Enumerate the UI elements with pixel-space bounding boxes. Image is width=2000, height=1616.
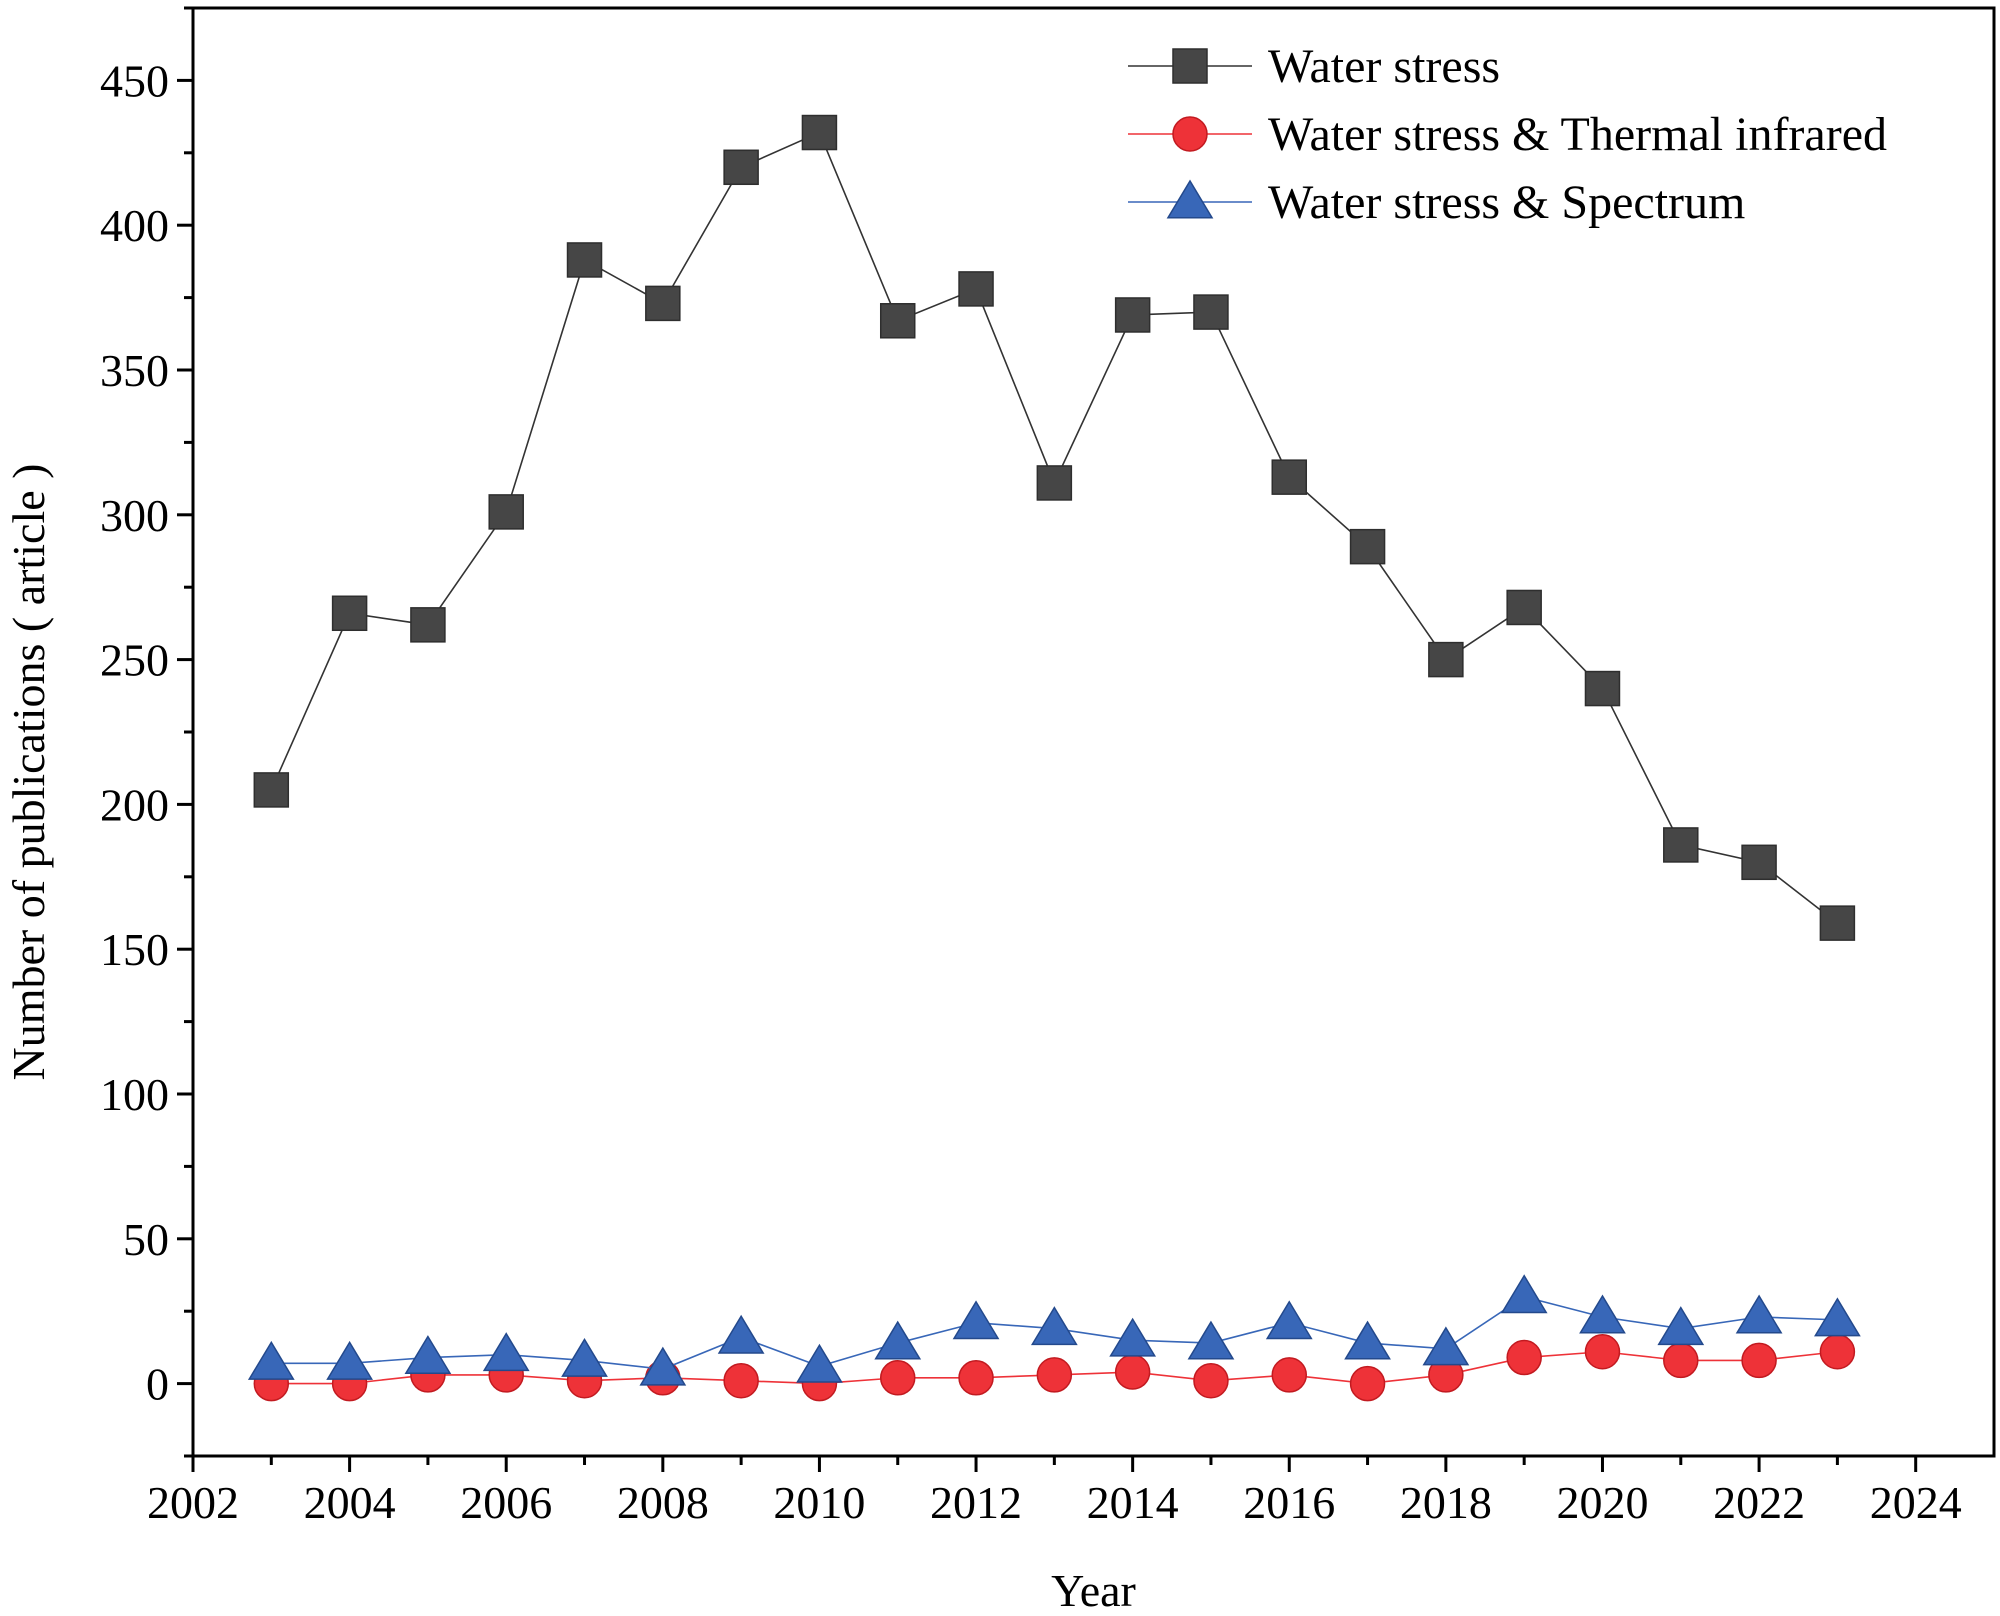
data-point (1271, 459, 1308, 495)
data-point (723, 1362, 759, 1399)
y-tick-label: 350 (100, 345, 169, 396)
x-tick-label: 2020 (1556, 1477, 1648, 1528)
legend-marker (1172, 48, 1208, 84)
legend-label: Water stress & Spectrum (1268, 176, 1745, 229)
x-tick-label: 2022 (1713, 1477, 1805, 1528)
x-tick-label: 2024 (1870, 1477, 1962, 1528)
data-point (1349, 1365, 1386, 1402)
data-point (723, 149, 759, 186)
x-tick-label: 2006 (460, 1477, 552, 1528)
data-point (482, 1332, 530, 1372)
y-tick-label: 50 (123, 1214, 169, 1265)
data-point (1193, 1362, 1229, 1399)
y-axis-ticks: 0 50 100 150 200 250 300 350 400 450 (100, 6, 193, 1458)
data-point (1422, 1326, 1470, 1366)
data-point (952, 1300, 1000, 1340)
data-point (1428, 641, 1464, 678)
legend-marker (1166, 179, 1214, 219)
x-axis-ticks: 2002 2004 2006 2008 2010 2012 2014 2016 2018 2020… (147, 1456, 1962, 1528)
data-point (796, 1343, 843, 1383)
data-point (1663, 827, 1699, 863)
x-tick-label: 2010 (773, 1477, 865, 1528)
data-point (1114, 1354, 1151, 1390)
data-point (410, 607, 446, 643)
data-point (1349, 528, 1386, 565)
data-point (1584, 670, 1621, 707)
data-point (326, 1340, 373, 1380)
series-layer (247, 114, 1861, 1402)
data-point (566, 242, 603, 278)
legend-entry: Water stress & Spectrum (1128, 176, 1745, 229)
series-0 (253, 114, 1856, 941)
data-point (1663, 1342, 1699, 1379)
data-point (717, 1314, 765, 1354)
y-tick-label: 400 (100, 200, 169, 251)
data-point (1187, 1320, 1235, 1360)
data-point (1271, 1357, 1308, 1393)
data-point (1814, 1297, 1861, 1337)
y-axis-title: Number of publications ( article ) (3, 464, 54, 1081)
x-tick-label: 2018 (1400, 1477, 1492, 1528)
data-point (958, 271, 994, 307)
data-point (1030, 1306, 1078, 1346)
data-point (404, 1335, 452, 1375)
x-tick-label: 2008 (617, 1477, 709, 1528)
x-tick-label: 2014 (1087, 1477, 1179, 1528)
data-point (1819, 1333, 1856, 1370)
data-point (874, 1320, 922, 1360)
y-tick-label: 150 (100, 924, 169, 975)
x-tick-label: 2016 (1243, 1477, 1335, 1528)
y-tick-label: 300 (100, 490, 169, 541)
data-point (1109, 1317, 1157, 1357)
legend-entry: Water stress & Thermal infrared (1128, 108, 1887, 161)
legend-entry: Water stress (1128, 40, 1500, 93)
data-point (1114, 297, 1151, 333)
data-point (639, 1346, 687, 1386)
data-point (331, 595, 368, 632)
data-point (1819, 905, 1856, 941)
data-point (1036, 465, 1073, 501)
data-point (1506, 1339, 1542, 1376)
legend: Water stress Water stress & Thermal infra… (1128, 40, 1887, 229)
data-point (1584, 1333, 1621, 1370)
data-point (1657, 1306, 1705, 1346)
data-point (958, 1360, 994, 1396)
x-tick-label: 2004 (304, 1477, 396, 1528)
legend-label: Water stress (1268, 40, 1500, 93)
data-point (247, 1340, 295, 1380)
data-point (1500, 1274, 1548, 1314)
y-tick-label: 450 (100, 55, 169, 106)
data-point (879, 303, 916, 339)
legend-label: Water stress & Thermal infrared (1268, 108, 1887, 161)
data-point (253, 772, 290, 808)
data-point (1265, 1300, 1313, 1340)
data-point (1741, 1342, 1777, 1379)
data-point (1579, 1294, 1626, 1334)
series-2 (247, 1274, 1861, 1386)
y-tick-label: 200 (100, 779, 169, 830)
data-point (1735, 1294, 1783, 1334)
y-tick-label: 250 (100, 635, 169, 686)
data-point (1193, 294, 1229, 330)
x-tick-label: 2012 (930, 1477, 1022, 1528)
data-point (879, 1360, 916, 1396)
data-point (1036, 1357, 1073, 1393)
legend-marker (1172, 116, 1208, 152)
data-point (645, 285, 681, 322)
x-tick-label: 2002 (147, 1477, 239, 1528)
x-axis-title: Year (1051, 1565, 1136, 1616)
data-point (1344, 1320, 1391, 1360)
y-tick-label: 100 (100, 1069, 169, 1120)
data-point (1506, 589, 1542, 626)
data-point (1741, 844, 1777, 881)
data-point (801, 114, 838, 151)
data-point (488, 494, 524, 530)
y-tick-label: 0 (146, 1359, 169, 1410)
data-point (561, 1337, 608, 1377)
